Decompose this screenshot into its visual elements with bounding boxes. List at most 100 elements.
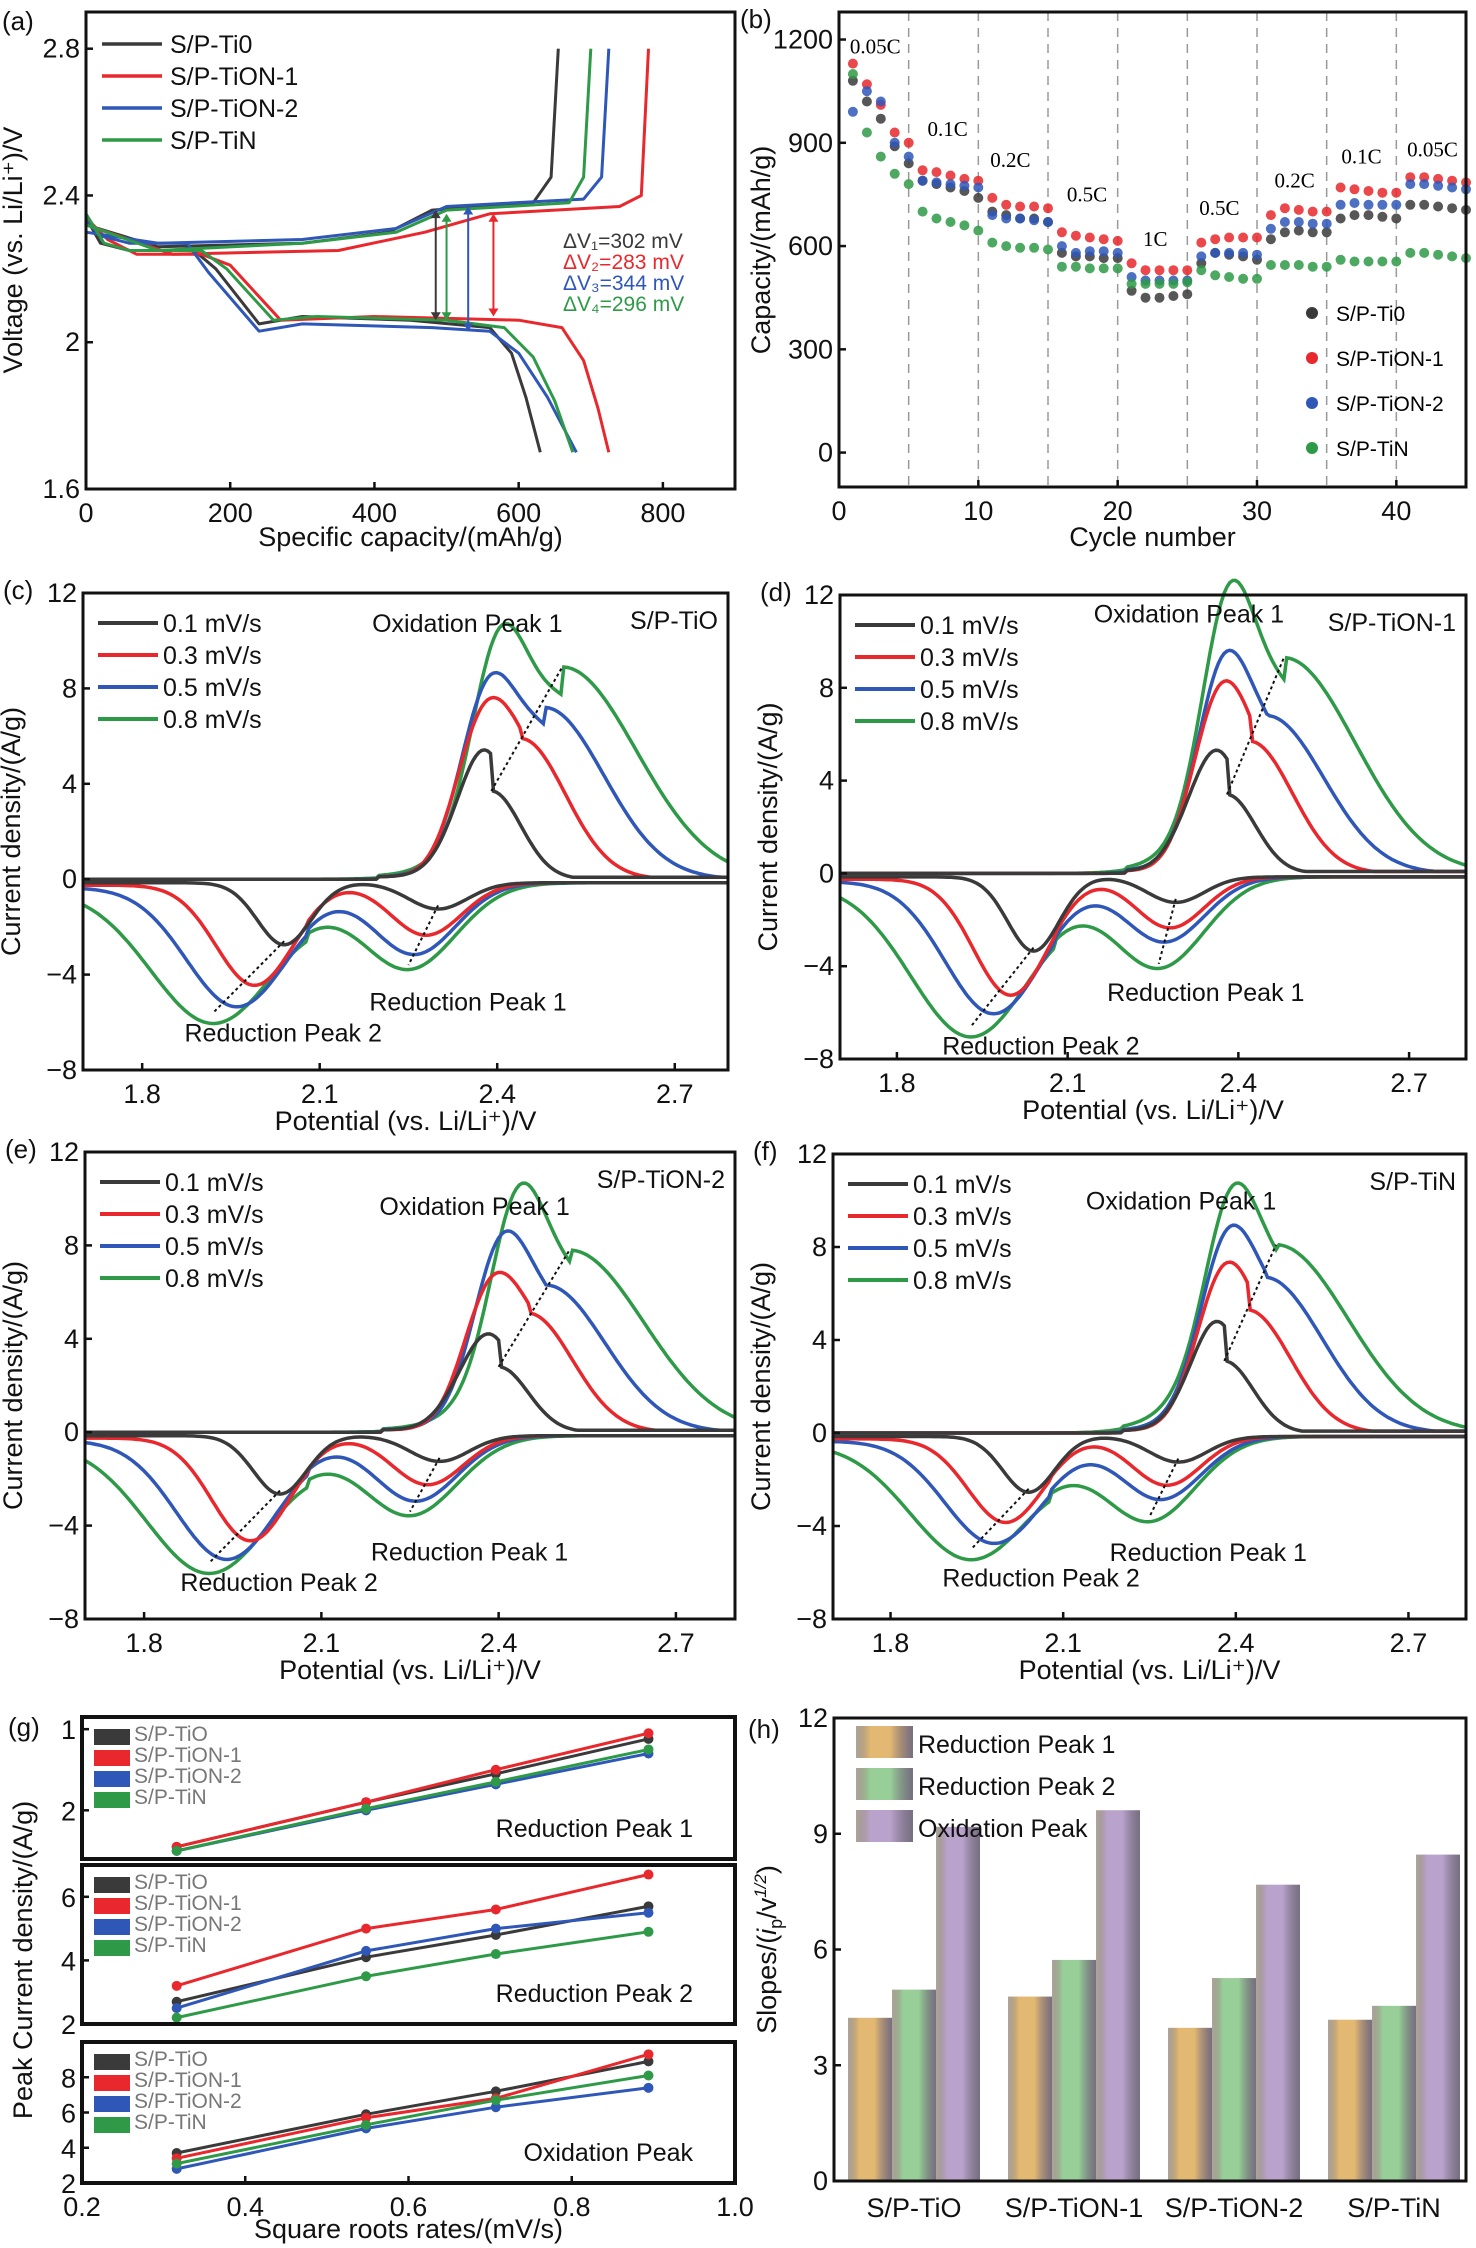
cv-anodic-2 [83, 670, 728, 881]
y-tick-label: 0 [62, 864, 77, 894]
y-axis-label: Current density/(A/g) [746, 1262, 776, 1511]
bar-0-0 [848, 2017, 892, 2181]
data-point-3 [1252, 273, 1262, 284]
legend-label: 0.8 mV/s [920, 708, 1019, 736]
data-point-3 [1126, 278, 1137, 289]
peak-label-oxidation: Oxidation Peak 1 [372, 610, 562, 638]
data-point-3 [171, 2158, 182, 2169]
data-point-0 [490, 2086, 501, 2097]
data-point-3 [903, 179, 914, 190]
data-point-2 [1001, 213, 1012, 224]
data-point-3 [1168, 278, 1179, 289]
rate-label: 0.1C [928, 117, 968, 141]
legend-label: S/P-TiON-1 [170, 63, 298, 91]
data-point-2 [1447, 182, 1458, 193]
legend-marker [1306, 442, 1318, 454]
cv-cathodic-0 [83, 881, 728, 947]
y-axis-label: Capacity/(mAh/g) [746, 146, 776, 355]
data-point-1 [1196, 237, 1207, 248]
x-tick-label: 2.7 [656, 1079, 694, 1109]
data-point-3 [1015, 242, 1026, 253]
y-tick-label: −8 [48, 1604, 79, 1634]
data-point-3 [1349, 256, 1360, 267]
data-point-3 [1140, 278, 1151, 289]
data-point-3 [643, 2070, 654, 2081]
data-point-2 [1321, 218, 1332, 229]
data-point-0 [1182, 289, 1193, 300]
y-tick-label: 4 [64, 1324, 79, 1354]
sample-label: S/P-TiON-2 [597, 1166, 725, 1194]
data-point-3 [1196, 265, 1207, 276]
y-tick-label: 8 [61, 2063, 76, 2093]
fit-line-1 [176, 1873, 649, 1988]
panel-label: (h) [748, 1714, 780, 1744]
data-point-0 [1140, 292, 1151, 303]
arrow-head-up [441, 213, 452, 222]
x-tick-label: 2.7 [1390, 1068, 1428, 1098]
legend-swatch [94, 1729, 130, 1745]
y-axis-label-part: p [766, 1919, 786, 1929]
panel-h: S/P-TiO S/P-TiON-1 S/P-TiON-2 S/P-TiN 0 3 6 9 12… [748, 1703, 1468, 2223]
peak-trend-line [490, 666, 564, 792]
legend-swatch [94, 2096, 130, 2112]
series-line-0-charge [85, 48, 560, 249]
y-tick-label: 12 [797, 1139, 827, 1169]
rate-label: 0.2C [990, 148, 1030, 172]
panel-label: (f) [753, 1136, 778, 1166]
panel-label: (a) [2, 6, 34, 36]
x-tick-label: 0.8 [553, 2192, 591, 2222]
peak-trend-line [1157, 898, 1177, 965]
data-point-1 [903, 137, 914, 148]
subplot-label: Reduction Peak 1 [496, 1815, 693, 1843]
data-point-2 [1293, 217, 1304, 227]
peak-trend-line [970, 947, 1035, 1028]
data-point-2 [1279, 217, 1290, 227]
data-point-3 [1112, 263, 1123, 274]
data-point-2 [1405, 179, 1416, 190]
data-point-2 [490, 1923, 501, 1934]
fit-line-1 [176, 1731, 649, 1849]
fit-line-3 [176, 2074, 649, 2166]
data-point-1 [643, 1869, 654, 1880]
plot-frame [84, 10, 737, 491]
arrow-head-down [488, 308, 499, 317]
legend-swatch [94, 2075, 130, 2091]
data-point-3 [1293, 260, 1304, 270]
y-axis-label-part: /v [752, 1897, 782, 1919]
data-point-3 [1405, 247, 1416, 258]
data-point-1 [1433, 173, 1444, 184]
data-point-3 [959, 220, 970, 231]
data-point-2 [945, 179, 956, 190]
panel-f: 1.8 2.1 2.4 2.7 −8 −4 0 4 8 12 0.1 mV/s 0.3 mV/s 0.5… [746, 1136, 1468, 1685]
data-point-3 [1321, 261, 1332, 272]
data-point-2 [931, 177, 942, 188]
legend-swatch [94, 1771, 130, 1787]
legend-label: 0.3 mV/s [920, 644, 1019, 672]
legend-swatch [94, 2117, 130, 2133]
x-tick-label: 0.6 [390, 2192, 428, 2222]
legend-swatch [94, 1792, 130, 1808]
x-tick-label: 2.4 [478, 1079, 516, 1109]
y-tick-label: 4 [61, 1946, 76, 1976]
cv-anodic-2 [85, 1229, 735, 1434]
y-axis-label-part: i [752, 1928, 782, 1935]
arrow-head-down [463, 323, 474, 332]
x-tick-label: 600 [496, 498, 541, 528]
data-point-1 [1056, 227, 1067, 238]
data-point-0 [1377, 211, 1388, 222]
x-tick-label: 0.2 [63, 2192, 101, 2222]
data-point-0 [1279, 227, 1290, 238]
data-point-2 [643, 2082, 654, 2093]
legend-label: S/P-TiON-1 [134, 1892, 242, 1915]
data-point-0 [875, 113, 886, 124]
y-tick-label: 1 [61, 1715, 76, 1745]
data-point-1 [361, 2112, 372, 2123]
y-tick-label: 0 [64, 1417, 79, 1447]
data-point-0 [1293, 225, 1304, 236]
panel-label: (d) [760, 577, 792, 607]
data-point-3 [361, 2119, 372, 2130]
data-point-2 [1391, 199, 1402, 210]
y-tick-label: 4 [819, 766, 834, 796]
